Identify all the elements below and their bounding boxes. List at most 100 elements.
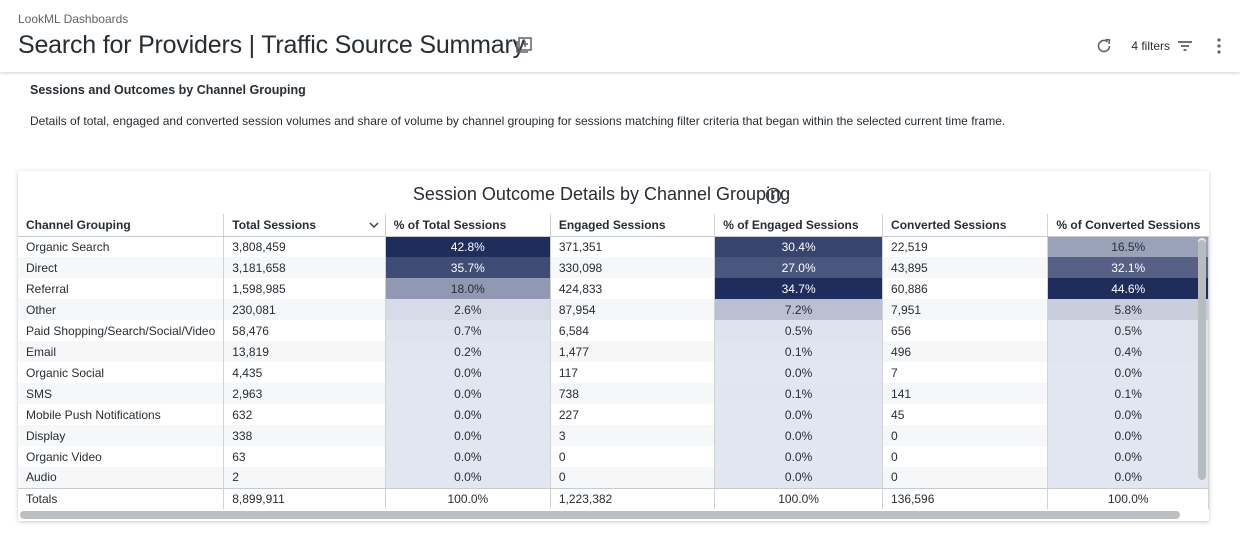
value-cell: 13,819 bbox=[223, 341, 386, 362]
value-cell: 35.7% bbox=[385, 257, 551, 278]
value-cell: 0.0% bbox=[385, 425, 551, 446]
value-cell: 117 bbox=[550, 362, 716, 383]
value-cell: 3,808,459 bbox=[223, 236, 386, 257]
channel-cell[interactable]: Paid Shopping/Search/Social/Video bbox=[18, 320, 225, 341]
value-cell: 0.0% bbox=[1047, 467, 1209, 488]
channel-cell[interactable]: Audio bbox=[18, 467, 225, 488]
column-header[interactable]: Total Sessions bbox=[223, 214, 386, 237]
value-cell: 87,954 bbox=[550, 299, 716, 320]
table-row: Organic Video 63 0.0% 0 0.0% 0 0.0% bbox=[18, 446, 1209, 467]
channel-cell[interactable]: Direct bbox=[18, 257, 225, 278]
channel-cell[interactable]: Organic Search bbox=[18, 236, 225, 257]
value-cell: 0.0% bbox=[1047, 362, 1209, 383]
horizontal-scrollbar[interactable] bbox=[20, 511, 1180, 519]
column-header[interactable]: Converted Sessions bbox=[882, 214, 1049, 237]
value-cell: 0 bbox=[882, 425, 1049, 446]
value-cell: 0.0% bbox=[714, 404, 884, 425]
value-cell: 0.4% bbox=[1047, 341, 1209, 362]
value-cell: 18.0% bbox=[385, 278, 551, 299]
totals-cell: 100.0% bbox=[714, 487, 884, 509]
value-cell: 30.4% bbox=[714, 236, 884, 257]
table-header-row: Channel Grouping Total Sessions% of Total… bbox=[18, 214, 1209, 237]
breadcrumb[interactable]: LookML Dashboards bbox=[18, 12, 129, 26]
section-description: Details of total, engaged and converted … bbox=[30, 114, 1006, 128]
value-cell: 2.6% bbox=[385, 299, 551, 320]
totals-cell: 8,899,911 bbox=[223, 487, 386, 509]
channel-cell[interactable]: Display bbox=[18, 425, 225, 446]
value-cell: 0.0% bbox=[1047, 404, 1209, 425]
value-cell: 16.5% bbox=[1047, 236, 1209, 257]
page-title: Search for Providers | Traffic Source Su… bbox=[18, 31, 525, 59]
totals-cell: 100.0% bbox=[1047, 487, 1209, 509]
value-cell: 0.0% bbox=[714, 467, 884, 488]
value-cell: 496 bbox=[882, 341, 1049, 362]
column-header[interactable]: % of Engaged Sessions bbox=[714, 214, 884, 237]
value-cell: 738 bbox=[550, 383, 716, 404]
value-cell: 0 bbox=[882, 467, 1049, 488]
value-cell: 2 bbox=[223, 467, 386, 488]
data-table: Channel Grouping Total Sessions% of Total… bbox=[18, 214, 1209, 509]
value-cell: 0 bbox=[550, 467, 716, 488]
column-header[interactable]: Channel Grouping bbox=[18, 214, 225, 237]
value-cell: 0 bbox=[882, 446, 1049, 467]
column-header[interactable]: % of Total Sessions bbox=[385, 214, 551, 237]
value-cell: 3,181,658 bbox=[223, 257, 386, 278]
value-cell: 656 bbox=[882, 320, 1049, 341]
value-cell: 1,598,985 bbox=[223, 278, 386, 299]
channel-cell[interactable]: Organic Social bbox=[18, 362, 225, 383]
vertical-scrollbar[interactable] bbox=[1198, 238, 1206, 482]
value-cell: 0.0% bbox=[385, 467, 551, 488]
more-options-icon[interactable] bbox=[1216, 38, 1222, 54]
table-row: Organic Social 4,435 0.0% 117 0.0% 7 0.0% bbox=[18, 362, 1209, 383]
totals-cell: 100.0% bbox=[385, 487, 551, 509]
value-cell: 60,886 bbox=[882, 278, 1049, 299]
value-cell: 63 bbox=[223, 446, 386, 467]
channel-cell[interactable]: Mobile Push Notifications bbox=[18, 404, 225, 425]
refresh-icon[interactable] bbox=[1095, 37, 1113, 55]
value-cell: 0.1% bbox=[1047, 383, 1209, 404]
value-cell: 34.7% bbox=[714, 278, 884, 299]
info-icon[interactable] bbox=[765, 187, 782, 204]
table-tile: Session Outcome Details by Channel Group… bbox=[18, 171, 1209, 521]
value-cell: 371,351 bbox=[550, 236, 716, 257]
value-cell: 0.5% bbox=[1047, 320, 1209, 341]
value-cell: 338 bbox=[223, 425, 386, 446]
column-header[interactable]: Engaged Sessions bbox=[550, 214, 716, 237]
value-cell: 0.0% bbox=[714, 362, 884, 383]
value-cell: 58,476 bbox=[223, 320, 386, 341]
value-cell: 43,895 bbox=[882, 257, 1049, 278]
value-cell: 0.0% bbox=[714, 425, 884, 446]
table-row: Audio 2 0.0% 0 0.0% 0 0.0% bbox=[18, 467, 1209, 488]
vertical-scroll-thumb[interactable] bbox=[1198, 240, 1206, 480]
filters-toggle[interactable]: 4 filters bbox=[1131, 39, 1170, 53]
value-cell: 7,951 bbox=[882, 299, 1049, 320]
value-cell: 0.7% bbox=[385, 320, 551, 341]
column-header[interactable]: % of Converted Sessions bbox=[1047, 214, 1209, 237]
value-cell: 0.1% bbox=[714, 341, 884, 362]
channel-cell[interactable]: Other bbox=[18, 299, 225, 320]
value-cell: 0.0% bbox=[714, 446, 884, 467]
value-cell: 0.5% bbox=[714, 320, 884, 341]
value-cell: 22,519 bbox=[882, 236, 1049, 257]
filter-icon[interactable] bbox=[1176, 37, 1194, 55]
channel-cell[interactable]: Organic Video bbox=[18, 446, 225, 467]
channel-cell[interactable]: Email bbox=[18, 341, 225, 362]
channel-cell[interactable]: SMS bbox=[18, 383, 225, 404]
value-cell: 2,963 bbox=[223, 383, 386, 404]
table-row: Paid Shopping/Search/Social/Video 58,476 0… bbox=[18, 320, 1209, 341]
totals-cell: 136,596 bbox=[882, 487, 1049, 509]
table-row: Referral 1,598,985 18.0% 424,833 34.7% 60,886… bbox=[18, 278, 1209, 299]
value-cell: 0 bbox=[550, 446, 716, 467]
value-cell: 0.0% bbox=[1047, 446, 1209, 467]
add-to-board-icon[interactable] bbox=[515, 36, 533, 54]
table-row: SMS 2,963 0.0% 738 0.1% 141 0.1% bbox=[18, 383, 1209, 404]
value-cell: 0.0% bbox=[385, 383, 551, 404]
value-cell: 5.8% bbox=[1047, 299, 1209, 320]
tile-title: Session Outcome Details by Channel Group… bbox=[412, 184, 791, 204]
totals-label: Totals bbox=[18, 487, 225, 509]
channel-cell[interactable]: Referral bbox=[18, 278, 225, 299]
sort-descending-icon[interactable] bbox=[369, 220, 379, 230]
value-cell: 227 bbox=[550, 404, 716, 425]
totals-row: Totals 8,899,911 100.0% 1,223,382 100.0% 136,… bbox=[18, 487, 1209, 509]
value-cell: 424,833 bbox=[550, 278, 716, 299]
